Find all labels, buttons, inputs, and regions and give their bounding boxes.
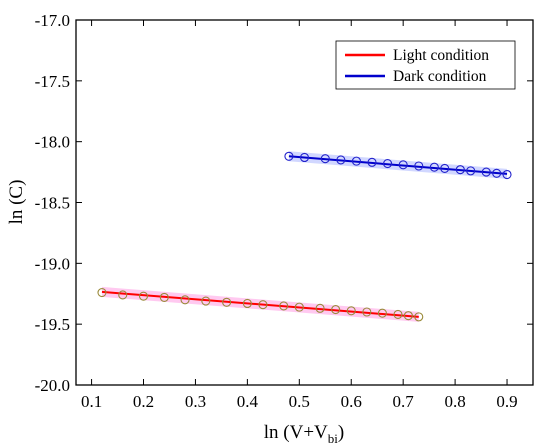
data-point-light — [279, 301, 289, 311]
legend: Light condition Dark condition — [335, 40, 516, 90]
data-point-dark — [440, 163, 450, 173]
y-axis-ticks: -17.0 -17.5 -18.0 -18.5 -19.0 -19.5 -20.0 — [35, 11, 533, 395]
x-tick-label: 0.6 — [341, 392, 362, 411]
x-tick-label: 0.9 — [496, 392, 517, 411]
data-point-light — [222, 297, 232, 307]
y-tick-label: -17.0 — [35, 11, 70, 30]
data-point-dark — [492, 168, 502, 178]
x-axis-title-close: ) — [338, 422, 344, 443]
data-point-light — [331, 305, 341, 315]
x-tick-label: 0.2 — [133, 392, 154, 411]
data-point-light — [403, 311, 413, 321]
data-point-light — [180, 295, 190, 305]
data-point-light — [118, 290, 128, 300]
data-point-light — [362, 307, 372, 317]
x-axis-ticks: 0.1 0.2 0.3 0.4 0.5 0.6 0.7 0.8 0.9 — [81, 20, 518, 411]
data-points — [97, 151, 512, 322]
data-point-light — [414, 312, 424, 322]
x-tick-label: 0.5 — [289, 392, 310, 411]
data-point-dark — [320, 154, 330, 164]
data-point-light — [294, 302, 304, 312]
data-point-light — [97, 287, 107, 298]
data-point-dark — [481, 167, 491, 177]
data-point-dark — [502, 169, 512, 180]
x-tick-label: 0.1 — [81, 392, 102, 411]
data-point-light — [138, 291, 149, 301]
legend-label-dark: Dark condition — [393, 68, 487, 85]
y-tick-label: -19.5 — [35, 315, 70, 334]
data-point-dark — [299, 152, 310, 163]
data-point-dark — [284, 151, 294, 161]
y-axis-title: ln (C) — [6, 180, 27, 225]
y-tick-label: -19.0 — [35, 254, 70, 273]
fit-line-light — [101, 290, 419, 318]
x-axis-title-sub: bi — [328, 431, 339, 446]
data-point-light — [377, 308, 387, 318]
y-tick-label: -18.5 — [35, 194, 70, 213]
x-tick-label: 0.4 — [237, 392, 259, 411]
data-point-dark — [429, 162, 439, 172]
legend-label-light: Light condition — [393, 47, 489, 64]
data-point-dark — [414, 161, 424, 171]
x-tick-label: 0.7 — [393, 392, 415, 411]
data-point-light — [315, 303, 325, 313]
x-tick-label: 0.8 — [444, 392, 465, 411]
y-tick-label: -17.5 — [35, 72, 70, 91]
data-point-dark — [383, 159, 393, 169]
data-point-light — [393, 309, 403, 319]
y-tick-label: -20.0 — [35, 376, 70, 395]
fit-line-dark — [288, 155, 508, 175]
data-point-dark — [466, 166, 476, 176]
data-point-dark — [351, 156, 361, 166]
x-tick-label: 0.3 — [185, 392, 206, 411]
data-point-dark — [336, 155, 346, 165]
data-point-light — [159, 292, 169, 302]
data-point-light — [242, 298, 252, 309]
data-point-dark — [367, 157, 377, 167]
legend-box — [335, 40, 516, 90]
x-axis-title: ln (V+Vbi) — [264, 422, 344, 446]
data-point-light — [201, 296, 211, 306]
data-point-dark — [398, 160, 408, 170]
data-point-dark — [455, 165, 465, 175]
fit-lines — [101, 155, 508, 318]
x-axis-title-main: ln (V+V — [264, 422, 328, 443]
data-point-light — [258, 300, 268, 310]
data-point-light — [346, 306, 356, 316]
y-tick-label: -18.0 — [35, 133, 70, 152]
